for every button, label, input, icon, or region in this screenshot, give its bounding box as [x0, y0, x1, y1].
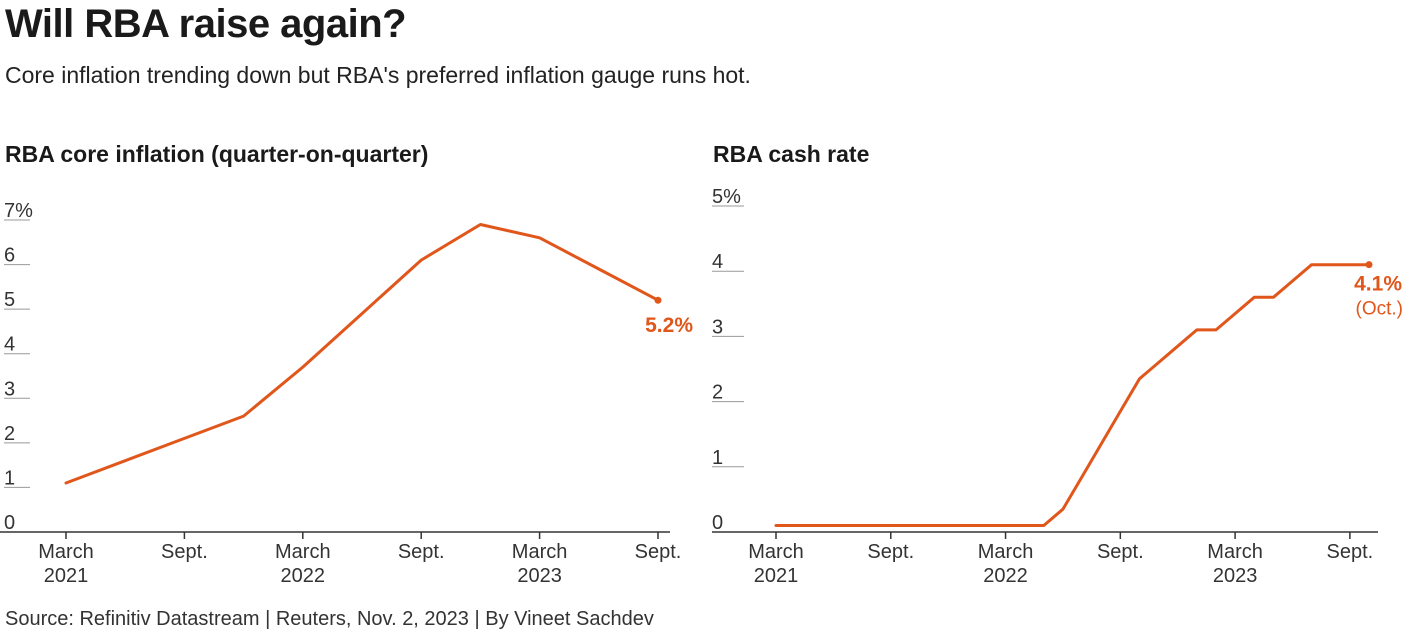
cash-y-tick-label: 4	[712, 251, 723, 273]
core-y-tick-label: 2	[4, 423, 15, 445]
cash-y-tick-label: 3	[712, 316, 723, 338]
chart-title-core-inflation: RBA core inflation (quarter-on-quarter)	[5, 141, 429, 167]
cash-y-tick-label: 2	[712, 382, 723, 404]
core-y-tick-label: 4	[4, 334, 15, 356]
cash-x-tick-label: Sept.	[867, 541, 914, 563]
cash-y-tick-label: 5%	[712, 186, 741, 208]
core-x-tick-label: Sept.	[398, 541, 445, 563]
cash-end-label: 4.1%	[1354, 273, 1402, 296]
cash-x-tick-label: March	[748, 541, 804, 563]
core-y-tick-label: 6	[4, 245, 15, 267]
core-end-label: 5.2%	[645, 314, 693, 337]
core-y-tick-label: 7%	[4, 200, 33, 222]
core-x-tick-label: Sept.	[161, 541, 208, 563]
core-y-tick-label: 0	[4, 512, 15, 534]
cash-x-tick-label: March	[1207, 541, 1263, 563]
core-y-tick-label: 5	[4, 289, 15, 311]
cash-x-tick-year: 2022	[983, 565, 1028, 587]
page-title: Will RBA raise again?	[5, 2, 407, 46]
page-subtitle: Core inflation trending down but RBA's p…	[5, 62, 751, 88]
cash-x-tick-label: Sept.	[1327, 541, 1374, 563]
cash-series-line	[774, 263, 1371, 527]
core-end-dot	[654, 296, 662, 304]
cash-y-tick-label: 1	[712, 447, 723, 469]
source-credit: Source: Refinitiv Datastream | Reuters, …	[5, 608, 654, 630]
cash-y-tick-label: 0	[712, 512, 723, 534]
core-x-tick-year: 2023	[517, 565, 562, 587]
cash-x-tick-year: 2021	[754, 565, 799, 587]
core-x-tick-label: March	[38, 541, 94, 563]
core-x-tick-year: 2021	[44, 565, 89, 587]
cash-x-tick-label: March	[978, 541, 1034, 563]
core-y-tick-label: 1	[4, 467, 15, 489]
cash-end-sublabel: (Oct.)	[1356, 299, 1404, 320]
cash-x-tick-year: 2023	[1213, 565, 1258, 587]
core-series-line	[64, 223, 660, 485]
core-y-tick-label: 3	[4, 378, 15, 400]
chart-title-cash-rate: RBA cash rate	[713, 141, 870, 167]
core-x-tick-year: 2022	[281, 565, 326, 587]
cash-x-tick-label: Sept.	[1097, 541, 1144, 563]
core-x-tick-label: Sept.	[635, 541, 682, 563]
core-x-tick-label: March	[275, 541, 331, 563]
cash-end-dot	[1365, 261, 1373, 269]
core-x-tick-label: March	[512, 541, 568, 563]
